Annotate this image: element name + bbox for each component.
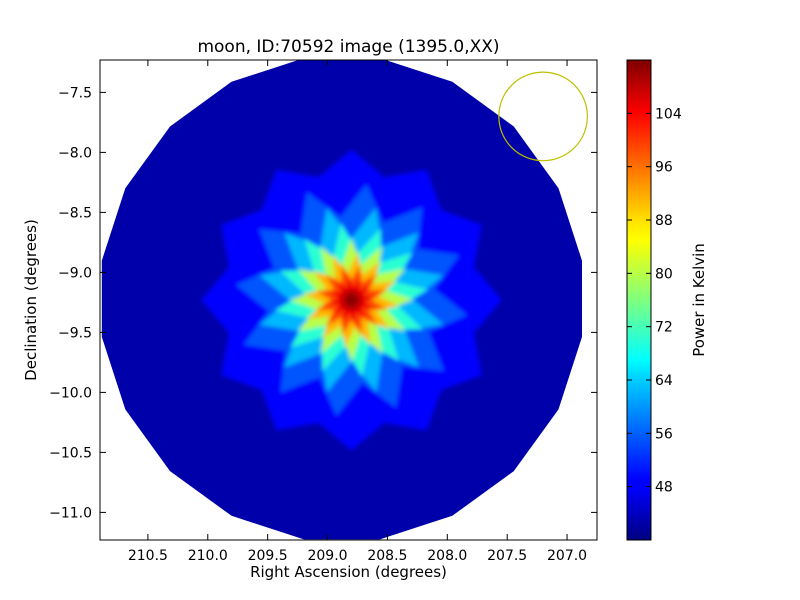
x-tick-label: 208.5 (367, 548, 407, 564)
colorbar-tick-label: 72 (655, 320, 673, 336)
colorbar-tick-label: 56 (655, 426, 673, 442)
x-tick-label: 209.5 (248, 548, 288, 564)
colorbar-tick-label: 80 (655, 266, 673, 282)
y-tick-label: −8.5 (58, 205, 92, 221)
colorbar-tick-label: 96 (655, 160, 673, 176)
y-tick-label: −10.5 (49, 445, 92, 461)
y-tick-label: −10.0 (49, 385, 92, 401)
y-tick-label: −11.0 (49, 505, 92, 521)
x-tick-label: 207.5 (487, 548, 527, 564)
x-tick-label: 210.0 (188, 548, 228, 564)
y-axis-label: Declination (degrees) (22, 219, 40, 381)
colorbar-tick-label: 104 (655, 106, 682, 122)
x-axis: 210.5 210.0 209.5 209.0 208.5 208.0 207.5 207.0 (128, 60, 587, 564)
x-tick-label: 210.5 (128, 548, 168, 564)
x-tick-label: 209.0 (307, 548, 347, 564)
plot-area (99, 59, 598, 541)
beam-circle (498, 71, 589, 162)
y-tick-label: −7.5 (58, 85, 92, 101)
colorbar-gradient (626, 59, 652, 541)
source-contour (346, 294, 357, 306)
colorbar-tick-label: 48 (655, 480, 673, 496)
y-tick-label: −9.0 (58, 265, 92, 281)
y-axis: −7.5 −8.0 −8.5 −9.0 −9.5 −10.0 −10.5 −11.0 (49, 85, 597, 521)
x-tick-label: 208.0 (427, 548, 467, 564)
axes-frame (99, 59, 598, 541)
colorbar-label: Power in Kelvin (690, 243, 708, 357)
colorbar-tick-label: 88 (655, 213, 673, 229)
chart-title: moon, ID:70592 image (1395.0,XX) (197, 37, 499, 57)
colorbar: 48 56 64 72 80 88 96 104 Power in Kelvin (626, 59, 708, 541)
y-tick-label: −9.5 (58, 325, 92, 341)
x-axis-label: Right Ascension (degrees) (250, 563, 447, 581)
colorbar-ticks: 48 56 64 72 80 88 96 104 (627, 106, 682, 496)
x-tick-label: 207.0 (547, 548, 587, 564)
colorbar-tick-label: 64 (655, 373, 673, 389)
heatmap-image (101, 60, 582, 540)
y-tick-label: −8.0 (58, 145, 92, 161)
source-blob (201, 149, 502, 451)
